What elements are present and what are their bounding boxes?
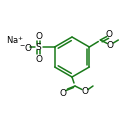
Text: O: O	[107, 41, 114, 50]
Text: O: O	[35, 55, 42, 63]
Text: $^{-}$O: $^{-}$O	[19, 42, 33, 53]
Text: O: O	[82, 87, 88, 96]
Text: O: O	[106, 30, 113, 39]
Text: S: S	[36, 43, 42, 52]
Text: Na$^{+}$: Na$^{+}$	[6, 34, 24, 45]
Text: O: O	[60, 88, 67, 97]
Text: O: O	[35, 32, 42, 41]
